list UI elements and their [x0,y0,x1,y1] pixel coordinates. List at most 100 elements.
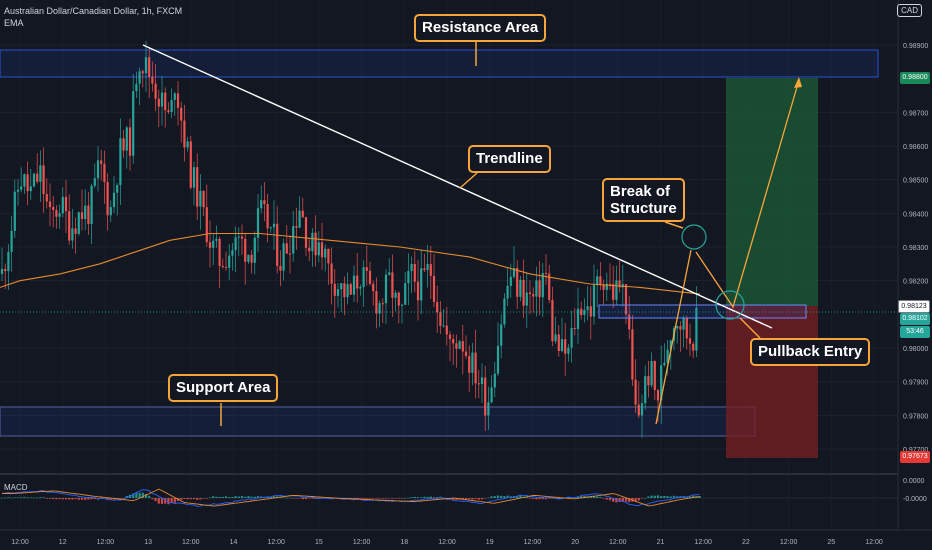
profit-zone [726,78,818,306]
candle [490,375,493,404]
macd-bar [429,496,432,498]
resistance-label: Resistance Area [422,19,539,36]
candle [551,286,554,347]
candle [240,224,244,255]
candle [573,308,576,336]
candle [196,153,199,221]
time-tick-19: 25 [827,539,835,546]
macd-bar [477,498,480,500]
candle [509,263,512,298]
candle [186,136,189,152]
macd-bar [532,498,535,499]
candle [336,283,340,308]
macd-bar [618,498,621,502]
candle [410,256,413,294]
macd-bar [608,498,612,501]
macd-bar [228,497,231,498]
candle [612,265,615,309]
macd-bar [106,498,109,500]
macd-bar [688,496,692,498]
candle [381,298,384,324]
candle [375,277,378,329]
candle [176,81,180,126]
macd-bar [29,497,32,499]
macd-bar [170,498,173,504]
candle [340,282,343,312]
candle [64,180,68,234]
candle [692,341,695,359]
macd-bar [599,497,602,498]
candle [16,179,20,206]
price-tick-9: 0.97800 [903,413,928,420]
macd-bar [7,497,10,498]
candle [324,244,327,272]
candle [36,153,39,184]
candles [0,41,698,438]
macd-bar [231,497,234,498]
macd-bar [189,498,192,500]
macd-bar [205,498,208,499]
candle [205,184,208,247]
macd-bar [480,498,484,500]
candle [151,61,154,92]
macd-bar [676,496,679,498]
candle [10,216,13,272]
candle [253,231,256,275]
break-label-line1: Break of [610,183,671,200]
macd-bar [471,498,474,500]
stop-price-tag: 0.97673 [900,451,930,463]
candle [103,150,106,204]
macd-bar [36,497,39,499]
price-tick-7: 0.98000 [903,346,928,353]
macd-bar [260,496,263,498]
candle [474,329,477,399]
candle [378,300,381,327]
macd-bar [311,498,314,499]
candle [112,175,116,213]
candle [519,275,522,302]
break-circle [681,224,707,250]
candle [144,41,148,92]
macd-bar [16,497,20,499]
candle [586,286,589,321]
macd-bar [548,498,551,499]
macd-bar [58,498,61,500]
candle [352,265,356,302]
macd-bar [90,498,93,500]
macd-bar [192,498,196,500]
macd-bar [77,498,80,500]
macd-bar [234,496,237,498]
macd-bar [634,498,637,502]
symbol-title[interactable]: Australian Dollar/Canadian Dollar, 1h, F… [4,6,183,16]
indicator-label[interactable]: EMA [4,18,24,28]
macd-bar [423,496,426,498]
macd-bar [378,498,381,499]
currency-badge[interactable]: CAD [897,4,922,17]
macd-bar [490,496,493,498]
candle [432,254,436,308]
macd-bar [388,498,391,499]
candle [391,254,394,317]
macd-bar [119,498,122,499]
macd-bar [68,498,71,500]
macd-label[interactable]: MACD [4,483,28,492]
macd-bar [80,498,84,500]
candle [394,290,397,312]
candle [602,279,605,305]
candle [493,361,496,398]
macd-line [1,489,700,507]
price-tick-3: 0.98500 [903,178,928,185]
macd-bar [292,498,295,499]
candle [346,272,349,305]
candle [384,269,388,324]
candle [138,67,141,106]
candle [288,235,292,274]
candle [314,215,317,267]
candle [333,269,336,318]
macd-bar [404,497,407,499]
macd-bar [247,496,250,498]
time-tick-17: 22 [742,539,750,546]
macd-bar [42,497,45,498]
candle [660,345,663,424]
